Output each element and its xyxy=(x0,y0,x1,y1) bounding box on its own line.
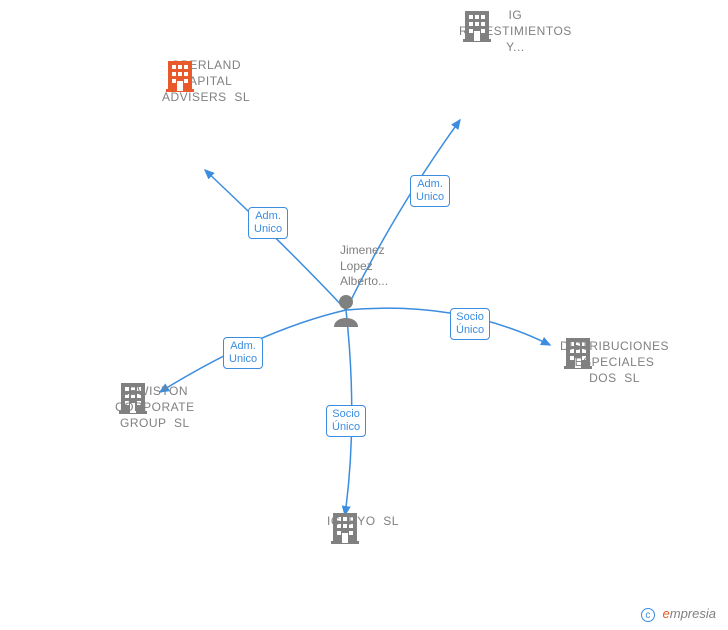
watermark: c empresia xyxy=(641,606,716,622)
company-node-igiryo: IGI RYO SL xyxy=(327,509,399,529)
edge-label-distribuciones: Socio Único xyxy=(450,308,490,340)
building-icon xyxy=(162,57,198,93)
company-node-ig: IG REVESTIMIENTOS Y... xyxy=(459,7,572,58)
company-node-distribuciones: DISTRIBUCIONES ESPECIALES DOS SL xyxy=(560,334,669,387)
edge-label-ig: Adm. Unico xyxy=(410,175,450,207)
edge-label-lewiston: Adm. Unico xyxy=(223,337,263,369)
watermark-text: mpresia xyxy=(670,606,716,621)
watermark-prefix: e xyxy=(663,606,670,621)
company-node-lewiston: LEWISTON CORPORATE GROUP SL xyxy=(115,379,195,432)
company-label: LEWISTON CORPORATE GROUP SL xyxy=(115,383,195,432)
company-label: DISTRIBUCIONES ESPECIALES DOS SL xyxy=(560,338,669,387)
edge-label-igiryo: Socio Único xyxy=(326,405,366,437)
company-label: IGI RYO SL xyxy=(327,513,399,529)
copyright-icon: c xyxy=(641,608,655,622)
edges-layer xyxy=(0,0,728,630)
building-icon xyxy=(459,7,495,43)
edge-label-oberland: Adm. Unico xyxy=(248,207,288,239)
center-person-label: Jimenez Lopez Alberto... xyxy=(340,243,388,290)
diagram-canvas: Jimenez Lopez Alberto... OBERLAND CAPITA… xyxy=(0,0,728,630)
edge-oberland xyxy=(205,170,346,310)
edge-distribuciones xyxy=(346,308,550,345)
company-node-oberland: OBERLAND CAPITAL ADVISERS SL xyxy=(162,57,250,108)
person-icon xyxy=(331,293,361,327)
